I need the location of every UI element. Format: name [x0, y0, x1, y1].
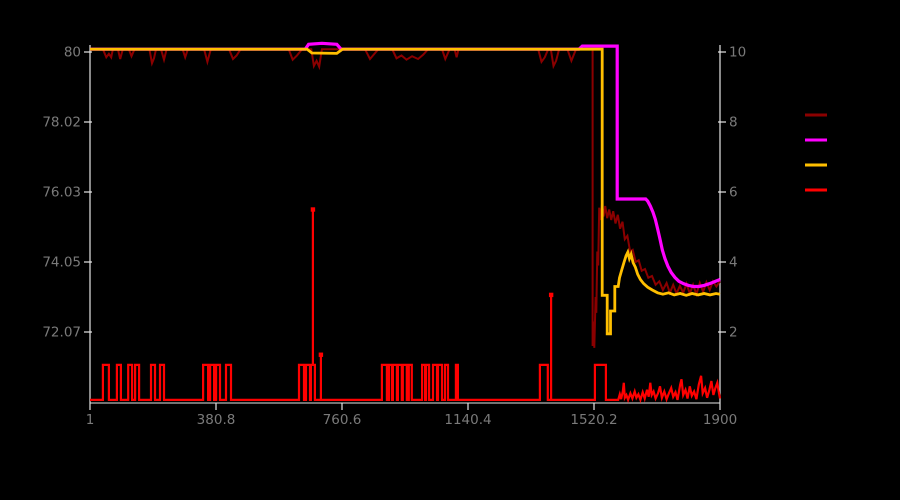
y-axis-left-label: 74.05 [42, 255, 81, 271]
series-red-marker [310, 207, 316, 212]
y-axis-left-label: 72.07 [42, 325, 81, 341]
y-axis-left-label: 80 [64, 45, 81, 61]
y-axis-right-label: 8 [729, 115, 738, 131]
x-axis-label: 380.8 [197, 412, 236, 428]
x-axis-label: 1 [86, 412, 95, 428]
y-axis-right-label: 10 [729, 45, 746, 61]
x-axis-label: 1900 [703, 412, 737, 428]
y-axis-right-label: 6 [729, 185, 738, 201]
y-axis-left-label: 76.03 [42, 185, 81, 201]
series-red-marker [318, 352, 324, 357]
x-axis-label: 1520.2 [570, 412, 617, 428]
y-axis-right-label: 4 [729, 255, 738, 271]
series-red-marker [548, 292, 554, 298]
x-axis-label: 1140.4 [444, 412, 491, 428]
y-axis-right-label: 2 [729, 325, 738, 341]
series-yellow-line [90, 47, 721, 336]
series-red-line [90, 209, 722, 404]
x-axis-label: 760.6 [323, 412, 362, 428]
y-axis-left-label: 78.02 [42, 115, 81, 131]
